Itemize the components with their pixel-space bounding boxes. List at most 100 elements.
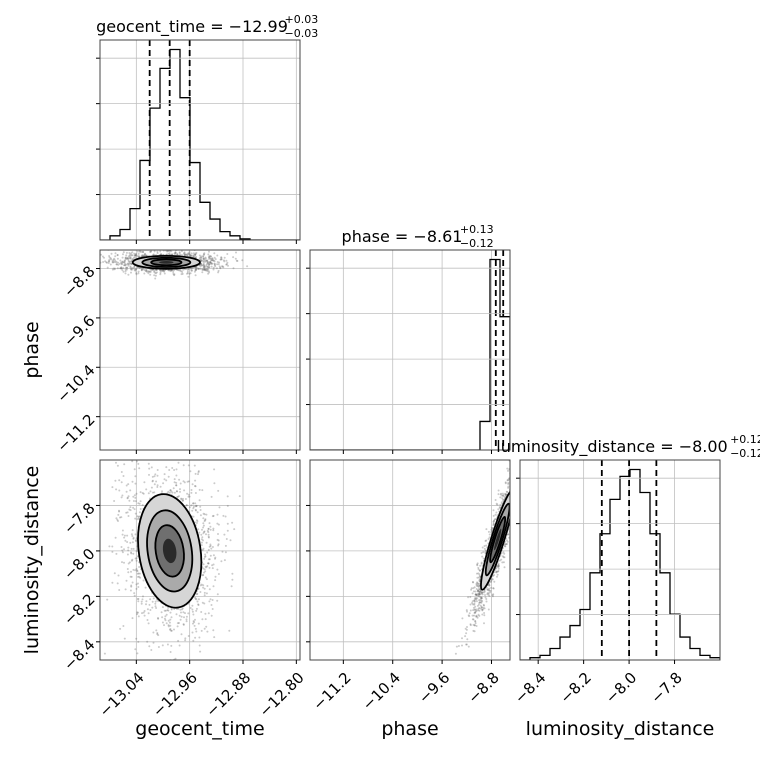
x-axis-label-phase: phase	[381, 718, 438, 740]
scatter-point	[514, 474, 516, 476]
scatter-point	[122, 267, 125, 269]
scatter-point	[502, 556, 505, 559]
scatter-point	[203, 268, 206, 271]
scatter-point	[161, 606, 164, 609]
scatter-point	[178, 251, 181, 254]
scatter-point	[506, 540, 509, 543]
panel-frame	[309, 459, 511, 661]
scatter-point	[183, 252, 186, 255]
scatter-point	[136, 518, 139, 521]
scatter-point	[476, 585, 479, 588]
scatter-point	[135, 540, 137, 543]
scatter-point	[165, 613, 168, 616]
scatter-point	[501, 498, 504, 501]
scatter-point	[202, 586, 205, 589]
scatter-point	[477, 603, 480, 606]
scatter-point	[133, 468, 136, 471]
scatter-point	[537, 409, 539, 411]
scatter-point	[512, 485, 514, 487]
y-tick-label: −8.2	[60, 590, 98, 628]
scatter-point	[210, 614, 213, 617]
scatter-point	[480, 596, 483, 599]
scatter-point	[195, 268, 198, 271]
scatter-point	[192, 254, 195, 257]
scatter-point	[210, 495, 213, 498]
scatter-point	[175, 484, 178, 487]
scatter-point	[222, 259, 225, 262]
scatter-point	[216, 254, 219, 257]
scatter-point	[124, 268, 127, 271]
scatter-point	[492, 522, 495, 525]
scatter-point	[211, 259, 214, 262]
scatter-point	[136, 250, 139, 253]
scatter-point	[221, 265, 223, 268]
scatter-point	[159, 250, 162, 253]
scatter-point	[123, 548, 125, 551]
scatter-point	[200, 263, 203, 265]
scatter-point	[482, 557, 485, 560]
scatter-point	[148, 473, 150, 476]
scatter-point	[523, 474, 525, 476]
scatter-point	[168, 458, 170, 460]
scatter-point	[144, 586, 147, 589]
scatter-point	[125, 490, 128, 493]
scatter-point	[156, 474, 159, 477]
scatter-point	[174, 251, 177, 254]
scatter-point	[501, 494, 504, 497]
scatter-point	[194, 596, 197, 599]
scatter-point	[127, 273, 130, 276]
scatter-point	[224, 544, 227, 547]
scatter-point	[163, 272, 166, 275]
panel-frame	[99, 459, 301, 661]
scatter-point	[163, 413, 165, 415]
panel-title-geocent_time: geocent_time = −12.99+0.03−0.03	[96, 13, 318, 40]
scatter-point	[507, 533, 509, 536]
scatter-point	[194, 252, 197, 255]
scatter-point	[201, 271, 204, 274]
scatter-point	[194, 266, 197, 269]
scatter-point	[505, 543, 508, 546]
scatter-point	[482, 551, 485, 554]
scatter-point	[121, 494, 124, 497]
scatter-point	[113, 257, 116, 260]
scatter-point	[124, 588, 127, 591]
scatter-point	[159, 273, 162, 276]
scatter-point	[495, 570, 498, 573]
scatter-point	[480, 597, 483, 600]
scatter-point	[199, 509, 202, 511]
scatter-point	[129, 506, 132, 509]
scatter-point	[487, 530, 490, 533]
scatter-point	[137, 515, 140, 518]
scatter-point	[465, 628, 468, 631]
scatter-point	[217, 271, 220, 274]
scatter-point	[169, 624, 172, 627]
scatter-point	[225, 263, 228, 266]
scatter-point	[228, 629, 231, 632]
scatter-point	[161, 616, 164, 619]
scatter-point	[130, 559, 133, 562]
scatter-point	[516, 471, 518, 473]
scatter-point	[165, 253, 168, 256]
scatter-point	[111, 550, 114, 553]
scatter-point	[206, 551, 209, 554]
scatter-point	[466, 610, 468, 613]
scatter-point	[202, 547, 205, 550]
scatter-point	[137, 575, 139, 578]
scatter-point	[499, 496, 502, 499]
scatter-point	[212, 268, 215, 271]
scatter-point	[216, 593, 219, 596]
scatter-point	[480, 607, 482, 610]
scatter-point	[162, 269, 165, 272]
scatter-point	[232, 267, 235, 270]
scatter-point	[208, 266, 210, 269]
scatter-point	[214, 579, 217, 582]
scatter-point	[225, 538, 228, 540]
y-axis-label-luminosity_distance: luminosity_distance	[21, 466, 43, 655]
scatter-point	[126, 257, 129, 260]
scatter-point	[198, 488, 201, 491]
scatter-point	[138, 255, 141, 258]
scatter-point	[511, 513, 513, 515]
scatter-point	[471, 581, 474, 583]
scatter-point	[513, 506, 515, 508]
scatter-point	[129, 575, 132, 578]
